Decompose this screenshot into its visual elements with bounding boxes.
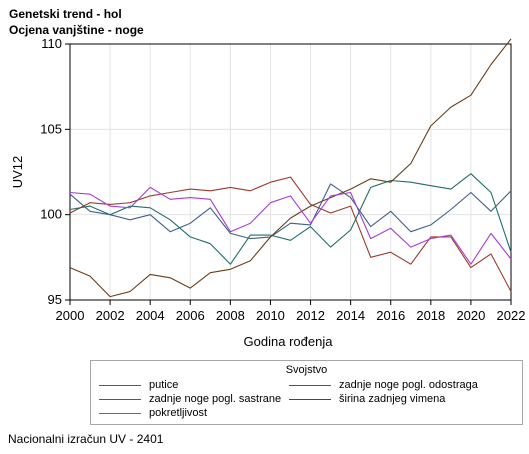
legend-swatch bbox=[99, 384, 141, 386]
series-line-5: pokretljivost bbox=[69, 186, 512, 265]
y-tick-label: 110 bbox=[41, 36, 62, 51]
x-tick-label: 2002 bbox=[96, 308, 125, 323]
legend-swatch bbox=[289, 384, 331, 386]
x-tick-label: 2008 bbox=[216, 308, 245, 323]
legend-swatch bbox=[99, 398, 141, 400]
legend: Svojstvo putice zadnje noge pogl. odostra… bbox=[90, 360, 523, 425]
x-tick-label: 2000 bbox=[56, 308, 85, 323]
x-tick-label: 2022 bbox=[497, 308, 526, 323]
x-tick-label: 2010 bbox=[256, 308, 285, 323]
x-tick-label: 2018 bbox=[416, 308, 445, 323]
x-tick-label: 2014 bbox=[336, 308, 365, 323]
legend-item: putice bbox=[99, 378, 178, 392]
legend-label: širina zadnjeg vimena bbox=[339, 393, 446, 405]
legend-item: širina zadnjeg vimena bbox=[289, 392, 445, 406]
plot-frame bbox=[69, 43, 512, 301]
series-line-4: širina zadnjeg vimena bbox=[69, 38, 512, 298]
grid-layer bbox=[69, 43, 512, 301]
y-tick-label: 95 bbox=[48, 292, 62, 307]
x-tick-label: 2006 bbox=[176, 308, 205, 323]
series-line-3: zadnje noge pogl. sastrane bbox=[69, 173, 512, 265]
legend-swatch bbox=[289, 398, 331, 400]
x-tick-label: 2012 bbox=[296, 308, 325, 323]
legend-item: zadnje noge pogl. sastrane bbox=[99, 392, 281, 406]
legend-label: zadnje noge pogl. odostraga bbox=[339, 379, 478, 391]
legend-swatch bbox=[99, 412, 141, 414]
y-tick-label: 100 bbox=[40, 207, 62, 222]
legend-item: zadnje noge pogl. odostraga bbox=[289, 378, 478, 392]
legend-label: putice bbox=[149, 379, 179, 391]
chart-subtitle: Ocjena vanjštine - noge bbox=[9, 23, 144, 37]
axis-layer: 2000 2002 2004 2006 2008 2010 2012 2014 2016 2018… bbox=[40, 36, 525, 323]
legend-title: Svojstvo bbox=[285, 364, 328, 376]
legend-item: pokretljivost bbox=[99, 406, 207, 420]
series-line-1: putice bbox=[69, 183, 512, 240]
footer-note: Nacionalni izračun UV - 2401 bbox=[8, 432, 164, 446]
series-line-2: zadnje noge pogl. odostraga bbox=[69, 176, 512, 292]
x-tick-label: 2020 bbox=[456, 308, 485, 323]
y-axis-label: UV12 bbox=[10, 156, 25, 189]
chart-title: Genetski trend - hol bbox=[9, 7, 122, 21]
legend-label: pokretljivost bbox=[149, 407, 208, 419]
x-tick-label: 2016 bbox=[376, 308, 405, 323]
x-axis-label: Godina rođenja bbox=[244, 334, 334, 349]
legend-label: zadnje noge pogl. sastrane bbox=[149, 393, 282, 405]
y-tick-label: 105 bbox=[40, 121, 62, 136]
x-tick-label: 2004 bbox=[136, 308, 165, 323]
